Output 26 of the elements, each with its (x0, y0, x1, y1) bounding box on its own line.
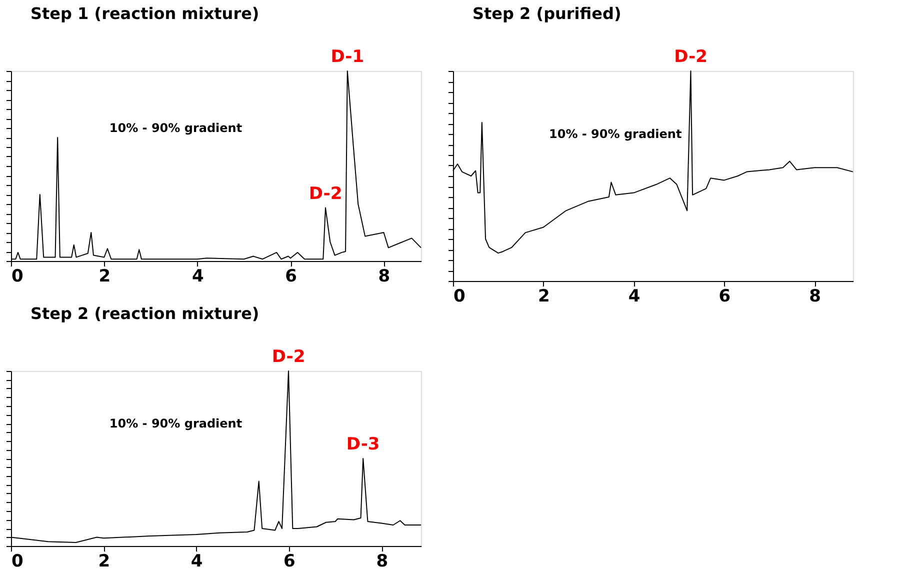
x-tick-label: 6 (718, 286, 731, 306)
x-tick-label: 0 (12, 552, 24, 572)
x-tick-label: 8 (809, 286, 822, 306)
annotation: D-2 (308, 184, 342, 204)
annotation: 10% - 90% gradient (109, 121, 242, 135)
chart-title: Step 2 (purified) (472, 4, 622, 23)
x-tick-label: 2 (98, 266, 111, 286)
annotation: D-2 (674, 47, 708, 67)
annotation: 10% - 90% gradient (109, 416, 242, 430)
x-tick-label: 0 (454, 286, 466, 306)
annotation: 10% - 90% gradient (549, 127, 682, 141)
x-tick-label: 8 (378, 266, 390, 286)
x-tick-label: 0 (12, 266, 24, 286)
x-tick-label: 4 (190, 552, 203, 572)
chart-title: Step 2 (reaction mixture) (30, 304, 260, 323)
x-tick-label: 6 (284, 552, 296, 572)
annotation: D-2 (272, 347, 306, 367)
annotation: D-3 (346, 434, 380, 454)
x-tick-label: 8 (376, 552, 388, 572)
chart-title: Step 1 (reaction mixture) (30, 4, 260, 23)
annotation: D-1 (330, 47, 364, 67)
x-tick-label: 2 (98, 552, 110, 572)
x-tick-label: 6 (285, 266, 297, 286)
x-tick-label: 4 (628, 286, 640, 306)
x-tick-label: 4 (192, 266, 204, 286)
x-tick-label: 2 (538, 286, 550, 306)
